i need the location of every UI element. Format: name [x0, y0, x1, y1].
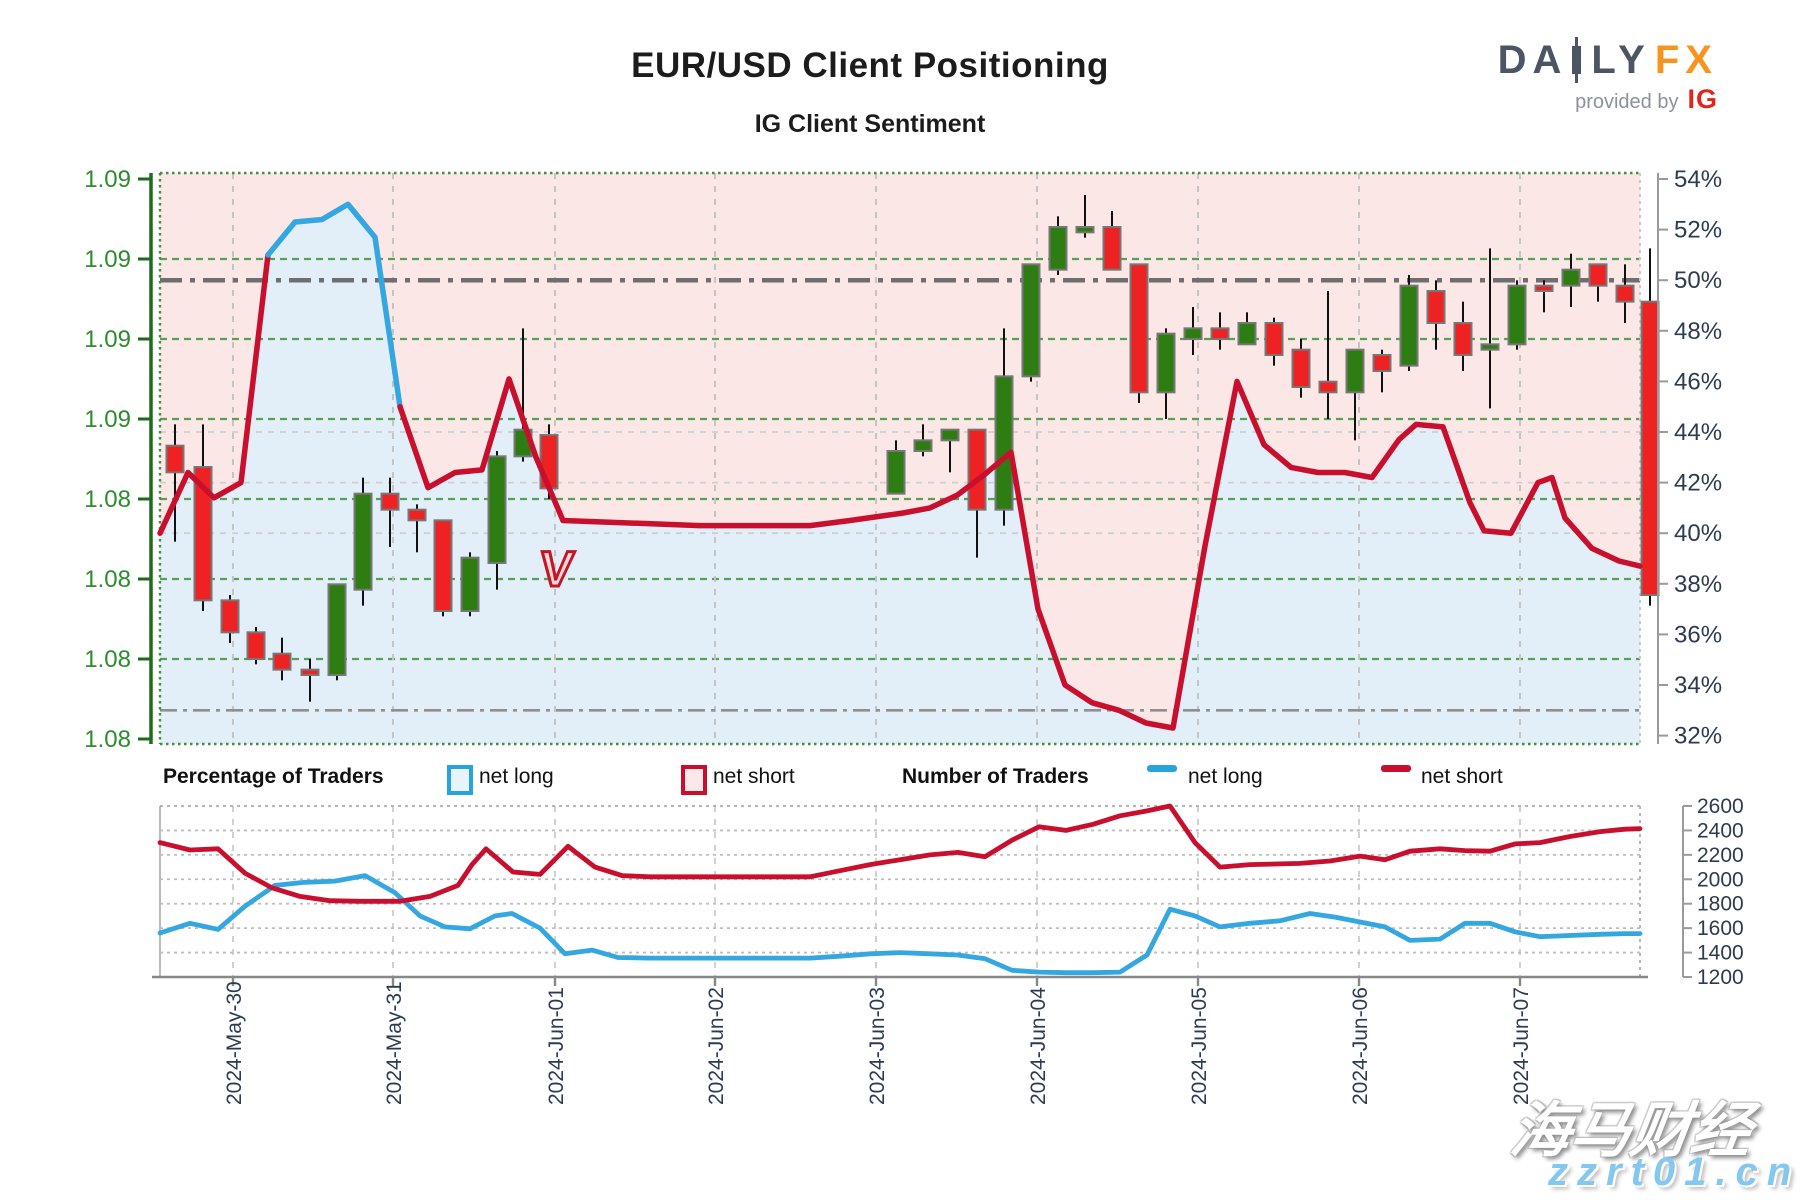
svg-text:1.09: 1.09 — [84, 326, 131, 353]
svg-text:2024-Jun-05: 2024-Jun-05 — [1188, 987, 1211, 1105]
svg-text:2024-Jun-03: 2024-Jun-03 — [866, 987, 889, 1105]
svg-text:1.09: 1.09 — [84, 246, 131, 273]
svg-text:50%: 50% — [1674, 267, 1722, 294]
percent-axis: 54% 52% 50% 48% 46% 44% 42% 40% 38% 36% 34% 32% — [1657, 166, 1722, 750]
svg-text:2600: 2600 — [1697, 795, 1744, 818]
logo-text-da: DA — [1497, 38, 1568, 82]
legend-number-title: Number of Traders — [902, 765, 1089, 788]
svg-text:2024-Jun-01: 2024-Jun-01 — [545, 987, 568, 1105]
svg-text:2024-Jun-04: 2024-Jun-04 — [1027, 987, 1050, 1105]
svg-text:54%: 54% — [1674, 166, 1722, 193]
svg-text:1.08: 1.08 — [84, 566, 131, 593]
legend-pct-net-long-label: net long — [479, 765, 554, 788]
price-axis: 1.09 1.09 1.09 1.09 1.08 1.08 1.08 1.08 — [84, 166, 153, 753]
svg-text:2000: 2000 — [1697, 868, 1744, 891]
main-chart-borders — [158, 171, 1641, 746]
svg-text:2024-Jun-06: 2024-Jun-06 — [1349, 987, 1372, 1105]
svg-text:38%: 38% — [1674, 571, 1722, 598]
net-long-line-icon — [1147, 765, 1177, 772]
legend-num-net-long-label: net long — [1188, 765, 1263, 788]
svg-text:1.09: 1.09 — [84, 406, 131, 433]
svg-text:48%: 48% — [1674, 318, 1722, 345]
svg-text:1.08: 1.08 — [84, 486, 131, 513]
dailyfx-logo: DA LY FX provided by IG — [1497, 37, 1718, 115]
candles — [165, 195, 1660, 702]
svg-text:2024-May-30: 2024-May-30 — [223, 981, 246, 1105]
svg-text:1600: 1600 — [1697, 917, 1744, 940]
date-axis-labels: 2024-May-30 2024-May-31 2024-Jun-01 2024-Ju… — [223, 981, 1533, 1105]
sentiment-line — [157, 201, 1643, 731]
svg-text:2024-May-31: 2024-May-31 — [383, 981, 406, 1105]
legend-row: Percentage of Traders net long net short… — [0, 762, 1800, 796]
svg-text:40%: 40% — [1674, 520, 1722, 547]
watermark-url: zzrt01.cn — [1548, 1150, 1800, 1194]
net-short-box-icon — [681, 765, 707, 795]
svg-text:1.08: 1.08 — [84, 726, 131, 753]
svg-text:42%: 42% — [1674, 470, 1722, 497]
svg-text:2200: 2200 — [1697, 844, 1744, 867]
provided-by-label: provided by — [1575, 91, 1679, 113]
svg-text:1200: 1200 — [1697, 966, 1744, 989]
svg-text:46%: 46% — [1674, 368, 1722, 395]
svg-text:32%: 32% — [1674, 723, 1722, 750]
logo-text-ly: LY — [1591, 38, 1651, 82]
traders-net-long-line — [157, 873, 1643, 976]
logo-text-fx: FX — [1654, 38, 1718, 82]
net-long-box-icon — [447, 765, 473, 795]
legend-percentage-title: Percentage of Traders — [163, 765, 384, 788]
legend-pct-net-short-label: net short — [713, 765, 795, 788]
legend-num-net-short-label: net short — [1421, 765, 1503, 788]
svg-text:44%: 44% — [1674, 419, 1722, 446]
svg-text:1800: 1800 — [1697, 893, 1744, 916]
svg-text:36%: 36% — [1674, 621, 1722, 648]
svg-text:1.08: 1.08 — [84, 646, 131, 673]
svg-text:52%: 52% — [1674, 217, 1722, 244]
net-short-line-icon — [1381, 765, 1411, 772]
page-title: EUR/USD Client Positioning — [631, 46, 1109, 85]
red-v-marker: V — [536, 540, 578, 599]
svg-text:2024-Jun-02: 2024-Jun-02 — [705, 987, 728, 1105]
svg-text:1400: 1400 — [1697, 942, 1744, 965]
svg-text:2400: 2400 — [1697, 819, 1744, 842]
svg-text:34%: 34% — [1674, 672, 1722, 699]
ig-logo: IG — [1687, 84, 1718, 114]
svg-text:1.09: 1.09 — [84, 166, 131, 193]
dailyfx-wordmark: DA LY FX — [1497, 37, 1718, 83]
provided-by-line: provided by IG — [1498, 84, 1718, 115]
traders-net-short-line — [157, 803, 1643, 904]
svg-text:2024-Jun-07: 2024-Jun-07 — [1510, 987, 1533, 1105]
chart-subtitle: IG Client Sentiment — [754, 110, 986, 138]
candlestick-icon — [1572, 37, 1582, 83]
